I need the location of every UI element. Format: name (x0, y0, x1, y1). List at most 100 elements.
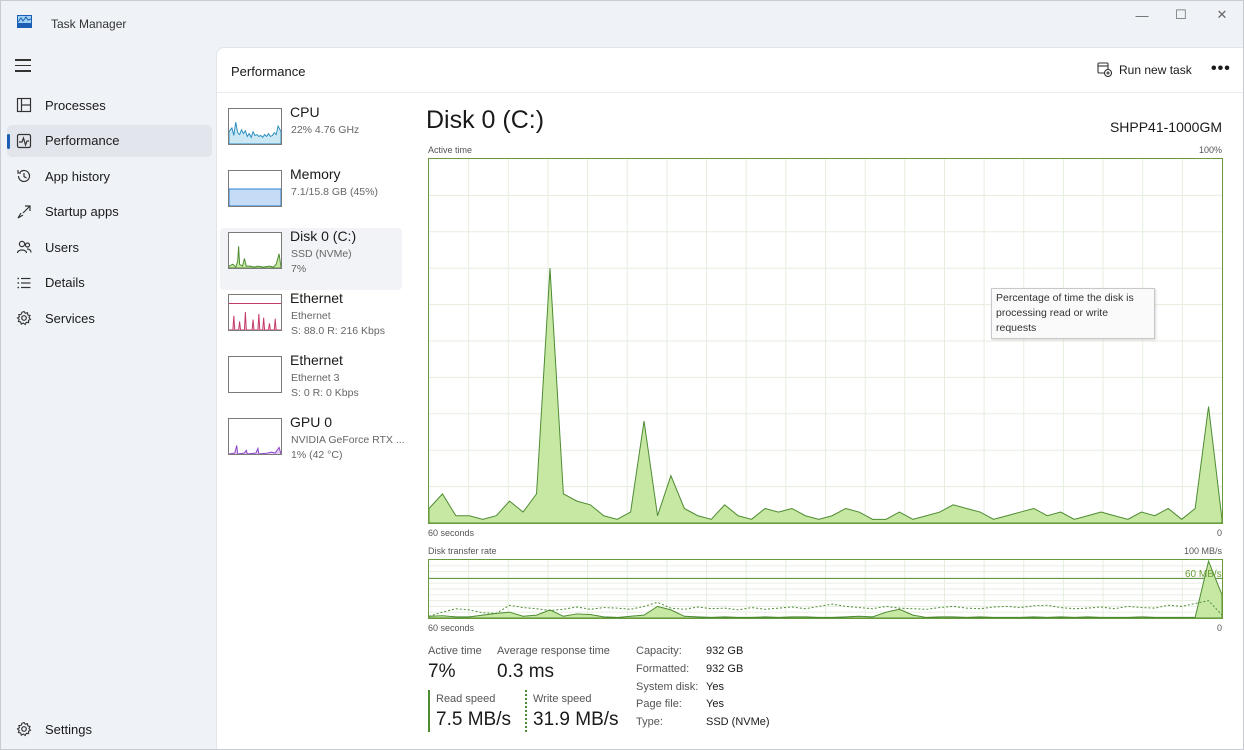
active-time-graph-label: Active time (428, 145, 473, 155)
sidebar-item-label: Services (45, 310, 95, 326)
device-name: Disk 0 (C:) (290, 228, 357, 244)
property-value: SSD (NVMe) (706, 716, 770, 728)
ethernet-3-thumbnail-graph (228, 356, 282, 393)
transfer-graph-label: Disk transfer rate (428, 546, 497, 556)
active-time-x-label: 60 seconds (428, 528, 475, 538)
window-title: Task Manager (51, 17, 127, 31)
device-list: CPU 22% 4.76 GHz Memory 7.1/15.8 GB (45%… (220, 104, 405, 476)
sidebar-item-processes[interactable]: Processes (7, 89, 212, 121)
active-time-min-label: 0 (1216, 528, 1222, 538)
sidebar-item-details[interactable]: Details (7, 267, 212, 299)
device-name: Ethernet (290, 352, 343, 368)
read-speed-label: Read speed (436, 693, 496, 705)
transfer-graph-max: 100 MB/s (1183, 546, 1222, 556)
maximize-button[interactable]: ☐ (1175, 7, 1187, 22)
device-detail: S: 0 R: 0 Kbps (291, 387, 359, 399)
property-value: Yes (706, 681, 724, 693)
device-item-gpu-0[interactable]: GPU 0 NVIDIA GeForce RTX ... 1% (42 °C) (220, 414, 405, 476)
sidebar-item-label: Details (45, 275, 85, 290)
read-speed-area (429, 560, 1222, 618)
write-speed-label: Write speed (533, 693, 592, 705)
disk-title: Disk 0 (C:) (426, 106, 545, 134)
transfer-guide-label: 60 MB/s (1185, 569, 1222, 580)
users-icon (15, 238, 33, 256)
transfer-rate-graph[interactable] (428, 559, 1223, 619)
device-item-cpu[interactable]: CPU 22% 4.76 GHz (220, 104, 402, 166)
device-name: GPU 0 (290, 414, 333, 430)
property-label: System disk: (636, 681, 699, 693)
read-speed-block: Read speed 7.5 MB/s (428, 690, 518, 732)
sidebar-item-label: Processes (45, 97, 106, 113)
avg-response-value: 0.3 ms (497, 661, 555, 682)
device-detail: S: 88.0 R: 216 Kbps (291, 325, 385, 337)
device-item-memory[interactable]: Memory 7.1/15.8 GB (45%) (220, 166, 402, 228)
task-manager-app-icon (17, 15, 32, 28)
device-detail: Ethernet (291, 310, 331, 322)
active-time-chart (429, 159, 1222, 523)
ethernet-thumbnail-graph (228, 294, 282, 331)
disk-thumbnail-graph (228, 232, 282, 269)
run-task-icon (1097, 62, 1112, 77)
main-header: Performance Run new task ••• (217, 48, 1243, 93)
memory-thumbnail-graph (228, 170, 282, 207)
read-speed-value: 7.5 MB/s (436, 709, 511, 730)
sidebar-item-startup-apps[interactable]: Startup apps (7, 196, 212, 228)
property-value: Yes (706, 698, 724, 710)
property-value: 932 GB (706, 645, 744, 657)
property-label: Page file: (636, 698, 682, 710)
sidebar-item-users[interactable]: Users (7, 231, 212, 263)
sidebar-item-app-history[interactable]: App history (7, 160, 212, 192)
sidebar-item-settings[interactable]: Settings (7, 713, 212, 745)
avg-response-label: Average response time (497, 645, 610, 657)
device-name: Memory (290, 166, 341, 182)
active-time-graph[interactable] (428, 158, 1223, 524)
hamburger-menu-icon[interactable] (15, 59, 31, 73)
active-time-value: 7% (428, 661, 456, 682)
startup-apps-icon (15, 203, 33, 221)
write-speed-block: Write speed 31.9 MB/s (525, 690, 625, 732)
device-item-ethernet[interactable]: Ethernet Ethernet S: 88.0 R: 216 Kbps (220, 290, 402, 352)
close-button[interactable]: ✕ (1216, 7, 1228, 22)
main-panel: Performance Run new task ••• CPU 22% 4.7… (216, 47, 1243, 749)
device-detail: 7% (291, 263, 307, 275)
sidebar-item-services[interactable]: Services (7, 302, 212, 334)
write-speed-line (429, 600, 1222, 617)
disk-model: SHPP41-1000GM (1109, 119, 1222, 135)
device-detail: Ethernet 3 (291, 372, 340, 384)
write-speed-value: 31.9 MB/s (533, 709, 619, 730)
device-name: CPU (290, 104, 320, 120)
cpu-thumbnail-graph (228, 108, 282, 145)
transfer-min-label: 0 (1216, 623, 1222, 633)
sidebar-item-label: Users (45, 239, 79, 255)
property-label: Formatted: (636, 663, 690, 675)
run-new-task-button[interactable]: Run new task (1097, 62, 1192, 77)
gpu-thumbnail-graph (228, 418, 282, 455)
transfer-x-label: 60 seconds (428, 623, 475, 633)
more-options-button[interactable]: ••• (1211, 60, 1231, 77)
active-time-graph-max: 100% (1198, 145, 1222, 155)
property-label: Type: (636, 716, 663, 728)
performance-icon (15, 132, 33, 150)
device-detail: 22% 4.76 GHz (291, 124, 360, 136)
active-time-tooltip: Percentage of time the disk is processin… (991, 288, 1155, 339)
sidebar-settings: Settings (7, 713, 212, 749)
device-name: Ethernet (290, 290, 343, 306)
app-history-icon (15, 167, 33, 185)
sidebar-nav: Processes Performance App history Startu… (7, 89, 212, 338)
sidebar-item-label: Startup apps (45, 204, 119, 219)
device-item-disk-0[interactable]: Disk 0 (C:) SSD (NVMe) 7% (220, 228, 402, 290)
title-bar: Task Manager — ☐ ✕ (1, 1, 1243, 47)
sidebar-item-performance[interactable]: Performance (7, 124, 212, 157)
processes-icon (15, 96, 33, 114)
page-title: Performance (231, 64, 306, 79)
device-item-ethernet-3[interactable]: Ethernet Ethernet 3 S: 0 R: 0 Kbps (220, 352, 402, 414)
device-detail: SSD (NVMe) (291, 248, 352, 260)
minimize-button[interactable]: — (1135, 7, 1149, 23)
active-time-label: Active time (428, 645, 482, 657)
details-icon (15, 274, 33, 292)
device-detail: NVIDIA GeForce RTX ... (291, 434, 405, 446)
device-detail: 7.1/15.8 GB (45%) (291, 186, 378, 198)
device-detail: 1% (42 °C) (291, 449, 343, 461)
gear-icon (15, 720, 33, 738)
